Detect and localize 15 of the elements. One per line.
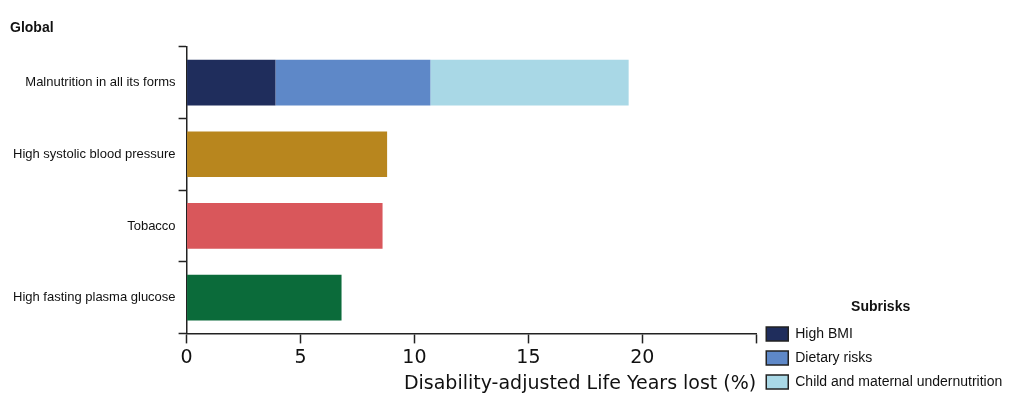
x-tick-label: 5 (294, 344, 307, 367)
x-tick-label: 0 (180, 344, 193, 367)
legend-label: Dietary risks (795, 348, 873, 365)
y-tick-label: High fasting plasma glucose (13, 289, 176, 305)
x-tick-label: 20 (630, 344, 655, 367)
x-tick-label: 15 (516, 344, 541, 367)
text: Global (10, 19, 54, 36)
legend-label: Child and maternal undernutrition (795, 372, 1003, 389)
x-axis-title: Disability-adjusted Life Years lost (%) (403, 370, 757, 393)
y-tick-label: Malnutrition in all its forms (25, 74, 177, 90)
y-tick-label: Tobacco (127, 217, 176, 233)
legend-label: High BMI (795, 324, 853, 341)
y-tick-label: High systolic blood pressure (13, 145, 176, 161)
x-tick-label: 10 (402, 344, 427, 367)
legend-title: Subrisks (851, 298, 911, 315)
